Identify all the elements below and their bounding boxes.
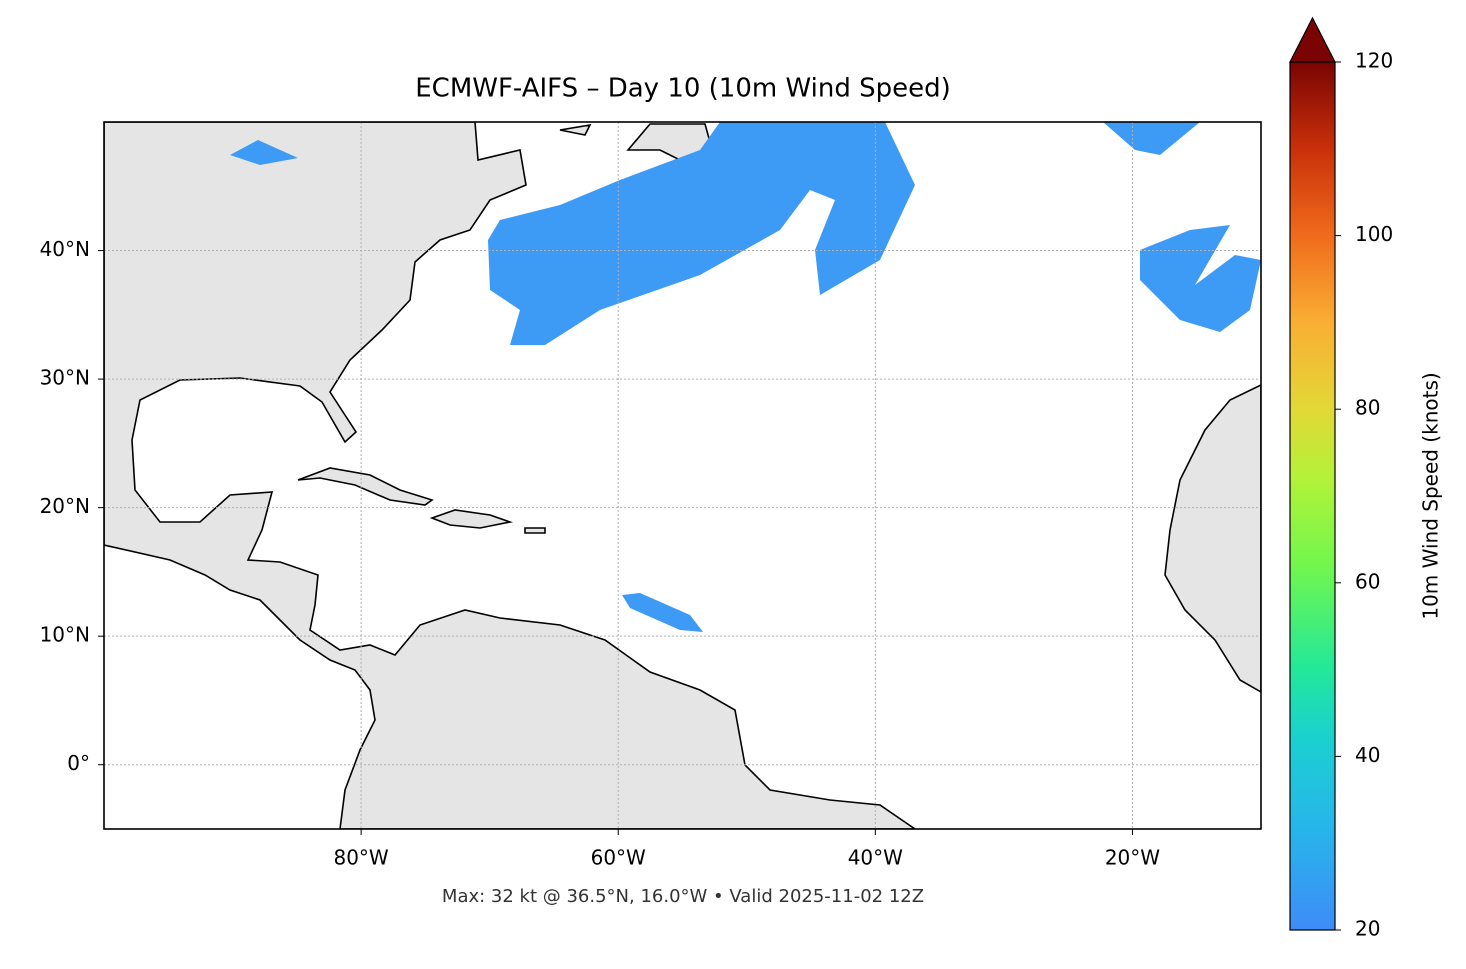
wind-area (488, 122, 915, 345)
colorbar-tick-label: 100 (1355, 222, 1393, 246)
colorbar (1289, 61, 1336, 931)
colorbar-tick-label: 120 (1355, 49, 1393, 73)
x-tick-label: 80°W (333, 846, 388, 870)
x-tick-label: 60°W (591, 846, 646, 870)
y-tick-label: 10°N (40, 623, 90, 647)
colorbar-tick-label: 40 (1355, 743, 1380, 767)
americas (104, 122, 917, 829)
wind-area (1140, 225, 1261, 332)
y-tick-label: 40°N (40, 237, 90, 261)
colorbar-tick-label: 20 (1355, 917, 1380, 941)
colorbar-tick-label: 80 (1355, 396, 1380, 420)
y-tick-label: 30°N (40, 366, 90, 390)
map-frame (103, 121, 1262, 830)
cuba (297, 467, 434, 506)
y-tick-label: 0° (67, 751, 90, 775)
x-tick-label: 20°W (1105, 846, 1160, 870)
hispaniola (429, 509, 514, 529)
wind-area (622, 593, 703, 632)
x-tick-label: 40°W (848, 846, 903, 870)
footnote: Max: 32 kt @ 36.5°N, 16.0°W • Valid 2025… (442, 886, 924, 907)
map-area (104, 122, 1261, 829)
africa (1164, 384, 1261, 693)
y-tick-label: 20°N (40, 494, 90, 518)
puerto-rico (524, 527, 546, 534)
wind-area (230, 140, 298, 165)
colorbar-extend (1289, 16, 1336, 63)
chart-title: ECMWF-AIFS – Day 10 (10m Wind Speed) (415, 74, 951, 104)
colorbar-tick-label: 60 (1355, 569, 1380, 593)
colorbar-label: 10m Wind Speed (knots) (1419, 372, 1443, 619)
wind-area (1103, 122, 1200, 155)
